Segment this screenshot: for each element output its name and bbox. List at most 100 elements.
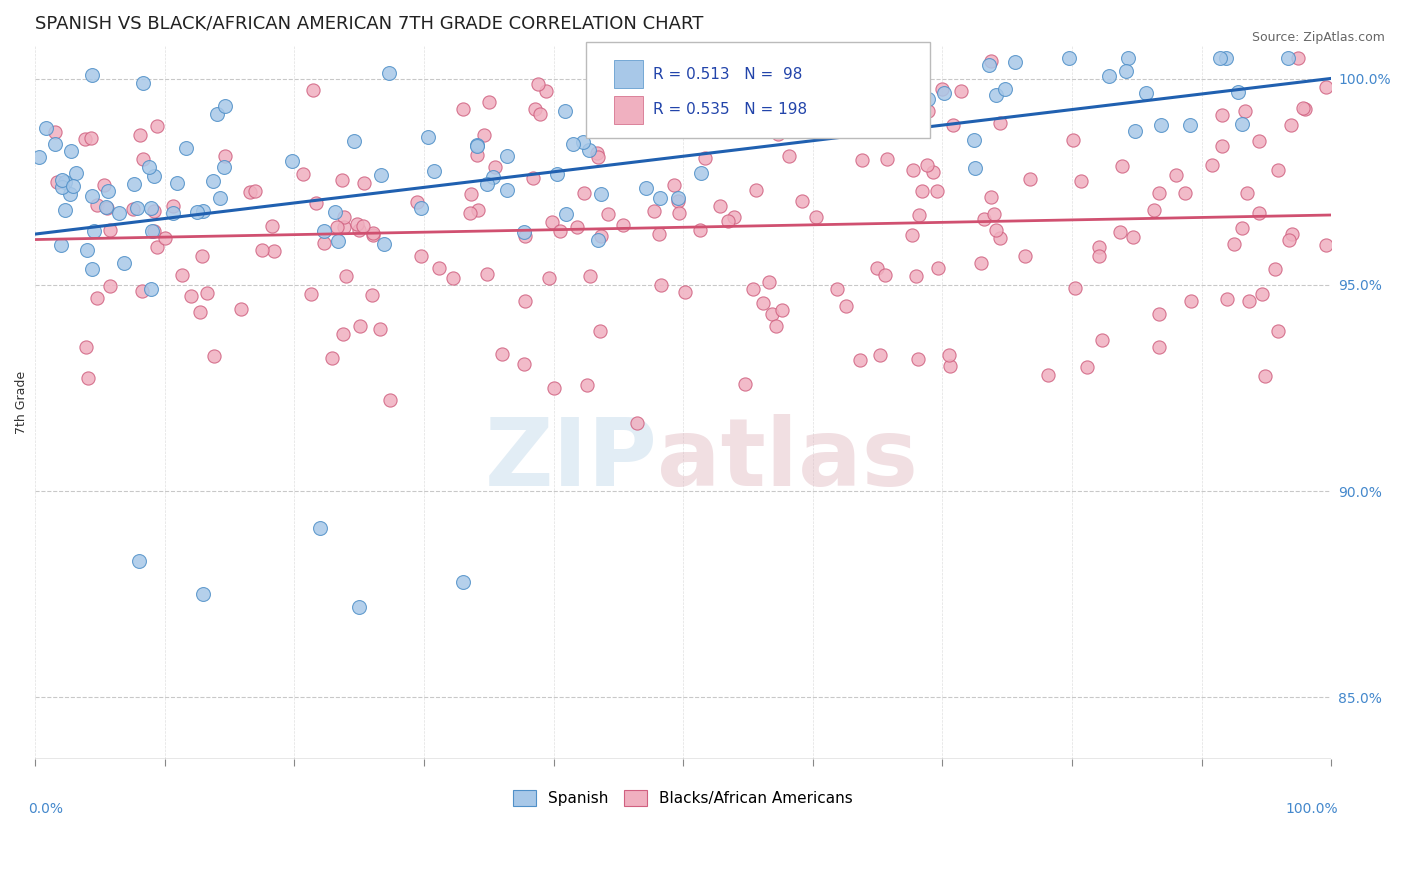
Point (142, 169, 165, 183)
Point (1150, 118, 1173, 132)
Point (312, 224, 335, 238)
Point (745, 183, 768, 197)
Point (143, 203, 166, 218)
Point (146, 240, 169, 254)
Point (869, 348, 891, 362)
Point (598, 207, 620, 221)
Point (589, 186, 612, 201)
Point (368, 321, 391, 335)
Point (980, 190, 1002, 204)
Point (1239, 293, 1261, 308)
Point (138, 161, 160, 175)
Point (1014, 249, 1036, 263)
Point (907, 352, 929, 367)
Point (361, 287, 384, 301)
Point (346, 217, 368, 231)
Point (543, 381, 565, 395)
Point (35, 121, 58, 136)
FancyBboxPatch shape (614, 95, 643, 124)
Point (731, 114, 754, 128)
Legend: Spanish, Blacks/African Americans: Spanish, Blacks/African Americans (508, 784, 859, 813)
Point (778, 149, 800, 163)
Point (352, 219, 374, 233)
Point (1057, 51, 1080, 65)
Point (648, 191, 671, 205)
Point (100, 223, 122, 237)
Point (650, 278, 672, 293)
Point (77, 371, 100, 385)
Point (901, 163, 924, 178)
Point (572, 186, 595, 200)
Point (93, 178, 115, 192)
Point (1249, 206, 1271, 220)
Point (527, 78, 550, 92)
Point (80, 189, 103, 203)
Point (378, 392, 401, 407)
Point (994, 82, 1017, 96)
Point (1278, 233, 1301, 247)
Point (917, 92, 939, 106)
Point (541, 214, 564, 228)
Point (765, 319, 787, 334)
Point (548, 224, 571, 238)
Point (689, 222, 711, 236)
Point (332, 327, 354, 342)
Point (875, 268, 897, 283)
Text: 0.0%: 0.0% (28, 802, 63, 816)
Point (513, 228, 536, 243)
Point (1292, 101, 1315, 115)
Point (668, 206, 690, 220)
Point (260, 219, 283, 234)
Point (44, 125, 66, 139)
Point (302, 83, 325, 97)
Point (195, 286, 218, 301)
Point (983, 206, 1005, 220)
Point (495, 149, 517, 163)
Point (643, 204, 665, 219)
Point (1062, 133, 1084, 147)
Point (825, 282, 848, 296)
Text: SPANISH VS BLACK/AFRICAN AMERICAN 7TH GRADE CORRELATION CHART: SPANISH VS BLACK/AFRICAN AMERICAN 7TH GR… (35, 15, 703, 33)
Point (335, 268, 357, 283)
Point (1215, 51, 1237, 65)
Point (866, 261, 889, 276)
Point (666, 191, 689, 205)
Point (538, 271, 561, 285)
Point (915, 158, 938, 172)
Point (662, 178, 685, 192)
Point (1209, 51, 1232, 65)
Point (938, 348, 960, 362)
Point (141, 201, 163, 215)
Text: ZIP: ZIP (485, 414, 657, 506)
Text: atlas: atlas (657, 414, 918, 506)
Point (347, 223, 370, 237)
Point (1211, 108, 1233, 122)
Point (59, 187, 82, 202)
Point (62, 178, 84, 193)
Point (1036, 368, 1059, 382)
Point (305, 195, 328, 210)
Point (1201, 158, 1223, 172)
Point (586, 146, 609, 161)
Point (411, 201, 433, 215)
Point (1135, 86, 1157, 100)
Point (190, 305, 212, 319)
Point (98, 279, 121, 293)
Point (988, 116, 1011, 130)
Point (484, 161, 506, 175)
Point (465, 139, 488, 153)
Point (323, 204, 346, 219)
Point (441, 270, 464, 285)
Point (128, 554, 150, 568)
Point (330, 172, 353, 186)
Point (529, 107, 551, 121)
Point (51, 172, 73, 186)
Point (97, 184, 120, 198)
Point (465, 137, 488, 152)
Point (458, 206, 481, 220)
Point (349, 319, 371, 334)
Point (299, 286, 322, 301)
Point (1147, 340, 1170, 354)
Point (491, 347, 513, 361)
Point (153, 230, 176, 244)
